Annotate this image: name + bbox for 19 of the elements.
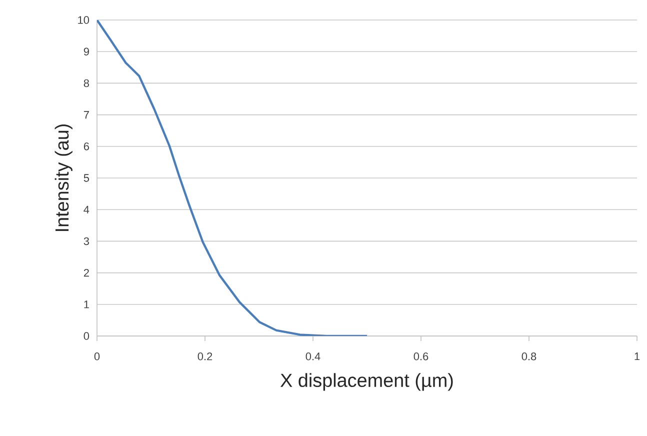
- y-tick-label: 4: [84, 206, 90, 214]
- y-tick-label: 10: [78, 16, 90, 24]
- x-tick-label: 0.4: [306, 352, 320, 360]
- y-tick-label: 3: [84, 237, 89, 246]
- y-tick-label: 5: [84, 174, 90, 182]
- y-tick-label: 1: [84, 300, 89, 308]
- y-tick-label: 6: [84, 142, 89, 150]
- x-tick-label: 0: [94, 352, 100, 360]
- y-tick-label: 2: [84, 268, 89, 277]
- x-axis-title: X displacement (µm): [280, 373, 453, 391]
- y-tick-label: 8: [84, 79, 89, 88]
- x-tick-label: 1: [634, 352, 640, 360]
- x-tick-label: 0.6: [414, 352, 428, 360]
- y-tick-label: 9: [84, 48, 89, 56]
- y-axis-title: Intensity (au): [54, 124, 72, 231]
- y-tick-label: 7: [84, 111, 89, 119]
- x-tick-label: 0.2: [198, 352, 212, 360]
- x-tick-label: 0.8: [522, 352, 536, 360]
- y-tick-label: 0: [84, 332, 90, 340]
